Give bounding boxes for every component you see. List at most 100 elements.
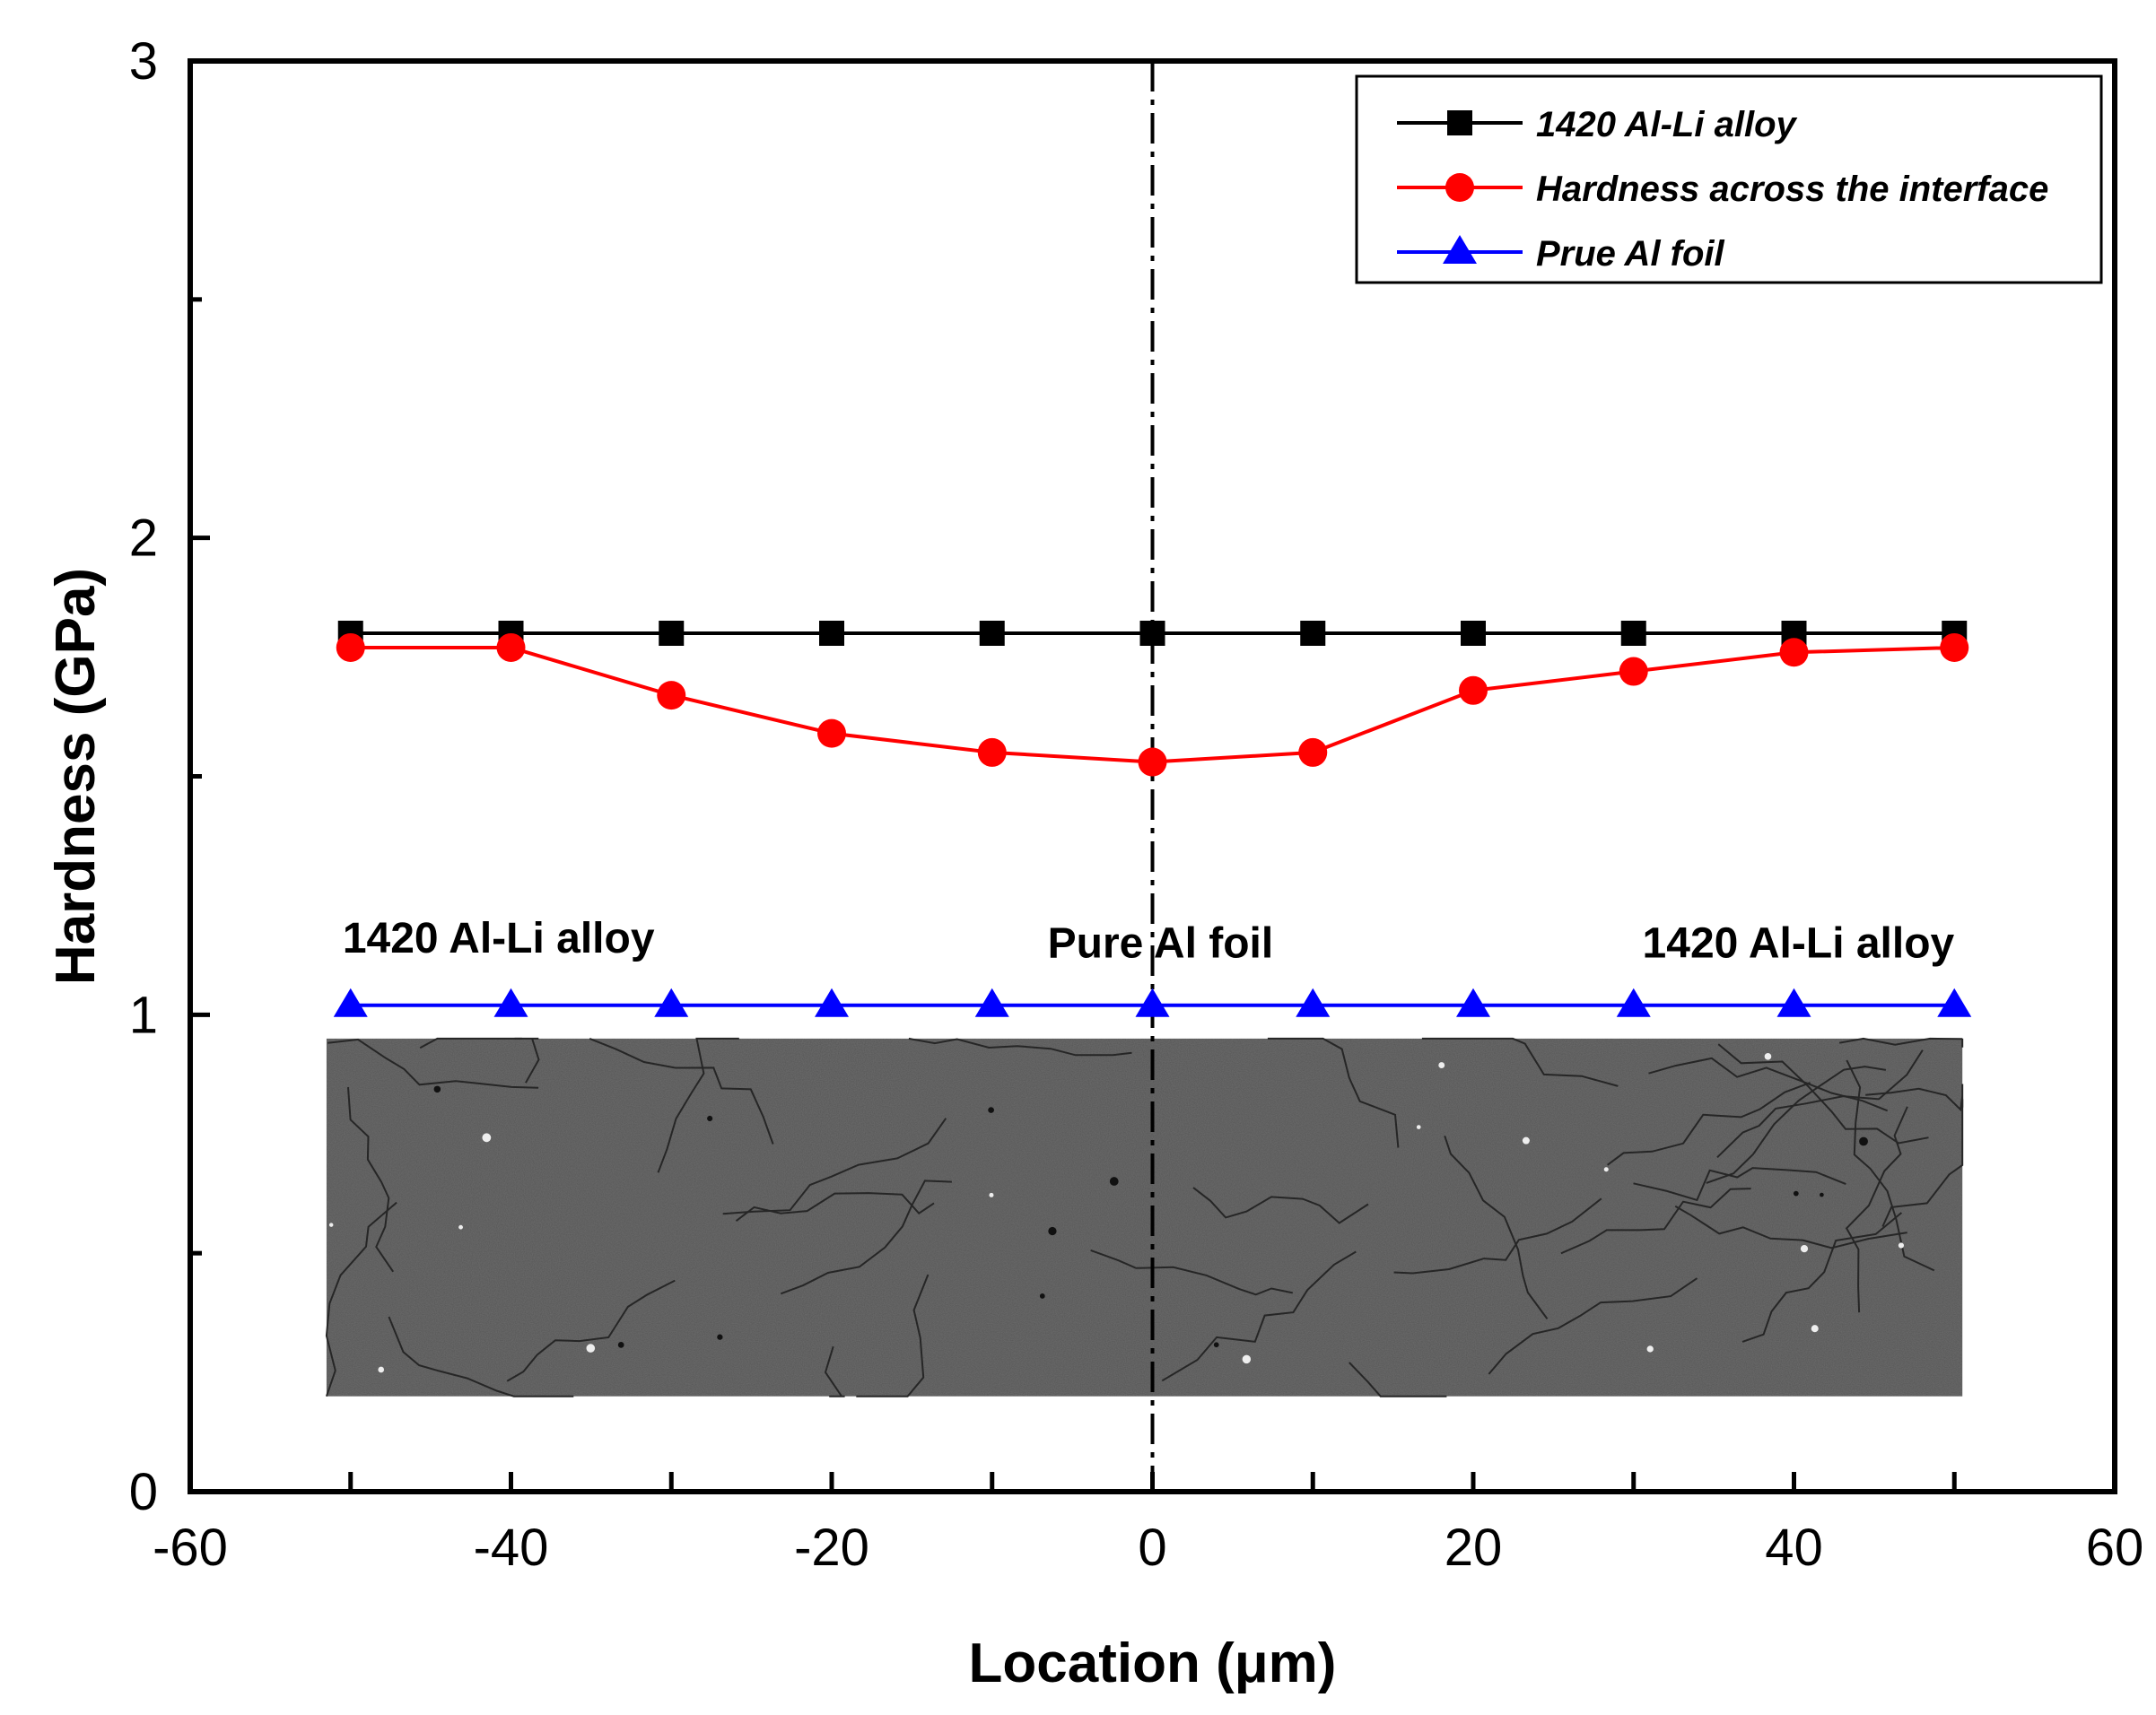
micrograph-particle	[1522, 1136, 1530, 1145]
grain-boundary	[856, 1274, 930, 1397]
grain-boundary	[388, 1316, 574, 1397]
micrograph-particle	[988, 1107, 994, 1113]
micrograph-particle	[433, 1085, 441, 1093]
micrograph-particle	[458, 1224, 463, 1230]
data-point-triangle	[815, 988, 849, 1017]
data-point-triangle	[333, 988, 368, 1017]
data-point-triangle	[1937, 988, 1972, 1017]
data-point-square	[1300, 621, 1326, 646]
micrograph-particle	[1039, 1293, 1045, 1299]
micrograph-particle	[1416, 1125, 1421, 1129]
micrograph-particle	[707, 1115, 713, 1122]
annotations-layer: 1420 Al-Li alloy Pure Al foil 1420 Al-Li a…	[343, 915, 1955, 967]
legend-box	[1355, 74, 2103, 284]
micrograph-particle	[482, 1133, 492, 1143]
data-point-circle	[336, 632, 365, 662]
grain-boundary	[1716, 1049, 1924, 1159]
micrograph-particle	[1764, 1053, 1772, 1060]
data-point-triangle	[654, 988, 689, 1017]
micrograph-particle	[989, 1192, 994, 1197]
x-tick-label: 60	[2086, 1519, 2144, 1577]
grain-boundary	[780, 1180, 952, 1295]
data-point-square	[979, 621, 1005, 646]
series-3	[333, 988, 1972, 1017]
data-point-square	[1620, 621, 1646, 646]
data-point-circle	[1445, 173, 1474, 202]
micrograph-particle	[1793, 1190, 1799, 1197]
grain-boundary	[1717, 1043, 1929, 1145]
grain-boundary	[824, 1345, 845, 1397]
data-point-circle	[657, 681, 686, 710]
y-tick-label: 3	[129, 32, 158, 91]
y-tick-label: 2	[129, 509, 158, 568]
grain-boundary	[1444, 1135, 1549, 1319]
data-point-circle	[1779, 638, 1809, 667]
data-point-triangle	[1443, 235, 1477, 264]
x-tick-label: 40	[1765, 1519, 1823, 1577]
grain-boundary	[1633, 1167, 1846, 1202]
data-point-square	[659, 621, 685, 646]
grain-boundary	[1349, 1362, 1447, 1397]
region-label: 1420 Al-Li alloy	[1643, 920, 1955, 968]
data-point-circle	[1459, 675, 1488, 705]
micrograph-particle	[1109, 1177, 1119, 1186]
grain-boundary	[735, 1192, 935, 1222]
y-axis-title: Hardness (GPa)	[45, 568, 107, 985]
x-tick-label: -20	[794, 1519, 869, 1577]
data-point-triangle	[1135, 988, 1170, 1017]
micrograph-texture	[326, 1038, 1963, 1397]
grain-boundary	[506, 1279, 676, 1382]
data-point-circle	[1940, 632, 1969, 662]
data-point-triangle	[1456, 988, 1490, 1017]
micrograph-particle	[1048, 1226, 1057, 1236]
micrograph-particle	[1213, 1342, 1219, 1348]
x-tick-label: 0	[1138, 1519, 1166, 1577]
micrograph-particle	[1603, 1167, 1609, 1172]
micrograph-particle	[586, 1344, 596, 1353]
grain-boundary	[1674, 1205, 1907, 1249]
grain-boundary	[1741, 1212, 1903, 1343]
grain-boundary	[1090, 1249, 1294, 1296]
legend-entry: Hardness across the interface	[1397, 170, 2048, 209]
data-point-triangle	[493, 988, 528, 1017]
grain-boundary	[327, 1038, 539, 1089]
y-tick-label: 1	[129, 986, 158, 1044]
micrograph-particle	[1800, 1244, 1809, 1253]
grain-boundary	[1560, 1188, 1751, 1255]
micrograph-particle	[1820, 1192, 1824, 1197]
grain-boundary	[722, 1118, 947, 1215]
data-point-triangle	[1616, 988, 1651, 1017]
legend-layer: 1420 Al-Li alloy Hardness across the inte…	[1355, 74, 2103, 284]
grain-boundary	[514, 1037, 540, 1084]
micrograph-particle	[1898, 1242, 1905, 1249]
legend-label: Hardness across the interface	[1536, 170, 2048, 209]
grain-boundary	[1192, 1187, 1369, 1224]
y-tick-label: 0	[129, 1463, 158, 1521]
grain-boundary	[347, 1087, 395, 1273]
micrograph-particle	[378, 1366, 385, 1373]
micrograph-particle	[617, 1342, 624, 1348]
x-tick-label: 20	[1445, 1519, 1503, 1577]
grain-boundaries	[325, 1037, 1964, 1397]
grain-boundary	[1648, 1057, 1889, 1112]
data-point-triangle	[974, 988, 1009, 1017]
grain-boundary	[1161, 1250, 1357, 1382]
grain-boundary	[1607, 1082, 1811, 1166]
region-label: Pure Al foil	[1048, 920, 1274, 968]
micrograph-particle	[1811, 1325, 1819, 1333]
grain-boundary	[657, 1037, 739, 1173]
data-point-square	[1139, 621, 1165, 646]
data-point-circle	[977, 737, 1007, 767]
data-point-square	[1447, 110, 1472, 135]
micrograph-particle	[1242, 1354, 1252, 1364]
grain-boundary	[1421, 1037, 1619, 1087]
grain-boundary	[1488, 1277, 1698, 1375]
x-tick-label: -60	[153, 1519, 228, 1577]
micrograph-particle	[1859, 1136, 1868, 1146]
data-point-circle	[1298, 737, 1328, 767]
grain-boundary	[419, 1037, 522, 1049]
data-point-circle	[817, 718, 846, 748]
micrograph-layer	[325, 1037, 1964, 1397]
legend-label: 1420 Al-Li alloy	[1536, 105, 1798, 144]
